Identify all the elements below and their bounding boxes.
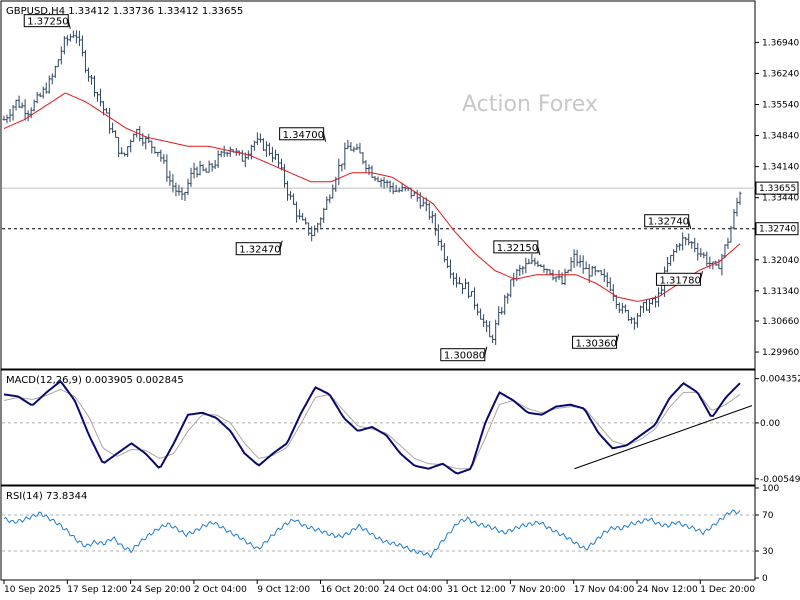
watermark: Action Forex — [462, 92, 598, 117]
price-chart-title: GBPUSD,H4 1.33412 1.33736 1.33412 1.3365… — [6, 6, 243, 17]
annotation-box — [493, 240, 539, 254]
macd-panel-frame — [0, 369, 756, 486]
price-y-tick-label: 1.31340 — [762, 287, 799, 297]
x-tick-label: 16 Oct 20:00 — [321, 585, 380, 595]
price-y-tick-label: 1.34140 — [762, 163, 799, 173]
annotation-box — [440, 348, 486, 362]
macd-y-tick-label: -0.005494 — [760, 475, 800, 485]
x-axis: 10 Sep 2025 17 Sep 12:00 24 Sep 20:00 2 Oct… — [3, 580, 755, 595]
annotation-label: 1.37250 — [27, 17, 68, 28]
macd-trendline — [574, 405, 753, 470]
annotation-box — [23, 14, 69, 28]
macd-signal-line — [3, 388, 741, 470]
annotation-label: 1.32150 — [497, 243, 538, 254]
level-box — [755, 222, 799, 236]
annotation-label: 1.32740 — [648, 217, 689, 228]
price-y-tick-label: 1.30660 — [762, 317, 799, 327]
annotation-box — [572, 335, 618, 349]
x-tick-label: 9 Oct 12:00 — [257, 585, 310, 595]
annotation-label: 1.30080 — [444, 351, 485, 362]
price-y-tick-label: 1.29960 — [762, 348, 799, 358]
x-tick-label: 17 Sep 12:00 — [67, 585, 127, 595]
x-tick-label: 24 Nov 12:00 — [637, 585, 698, 595]
macd-y-tick-label: 0.00 — [760, 419, 780, 429]
rsi-y-tick-label: 0 — [762, 574, 768, 584]
annotation-label: 1.32470 — [239, 245, 280, 256]
annotation-label: 1.34700 — [283, 130, 324, 141]
price-panel-frame — [0, 0, 756, 370]
annotation-box — [655, 272, 701, 286]
x-tick-label: 17 Nov 04:00 — [574, 585, 635, 595]
rsi-chart-title: RSI(14) 73.8344 — [6, 491, 87, 502]
x-tick-label: 31 Oct 12:00 — [447, 585, 506, 595]
price-y-tick-label: 1.35540 — [762, 101, 799, 111]
macd-line — [3, 379, 741, 475]
annotation-label: 1.30360 — [576, 338, 617, 349]
rsi-y-tick-label: 70 — [762, 511, 774, 521]
macd-layer: 0.004352 0.00 -0.005494 — [2, 375, 800, 485]
price-y-tick-label: 1.33440 — [762, 194, 799, 204]
x-tick-label: 7 Nov 20:00 — [510, 585, 565, 595]
x-tick-label: 24 Sep 20:00 — [131, 585, 191, 595]
annotation-box — [235, 242, 281, 256]
annotation-box — [644, 214, 690, 228]
macd-chart-title: MACD(12,26,9) 0.003905 0.002845 — [6, 375, 184, 386]
price-y-tick-label: 1.32040 — [762, 256, 799, 266]
price-y-tick-label: 1.36940 — [762, 38, 799, 48]
rsi-y-tick-label: 30 — [762, 547, 774, 557]
x-tick-label: 10 Sep 2025 — [4, 585, 61, 595]
rsi-layer: 100 70 30 0 — [2, 484, 779, 584]
rsi-line — [3, 509, 741, 559]
macd-y-tick-label: 0.004352 — [760, 375, 800, 385]
current-price-label: 1.33655 — [759, 184, 796, 194]
price-y-tick-label: 1.36240 — [762, 69, 799, 79]
annotation-box — [279, 127, 325, 141]
current-price-box — [755, 181, 799, 195]
x-tick-label: 2 Oct 04:00 — [194, 585, 247, 595]
x-tick-label: 1 Dec 20:00 — [700, 585, 755, 595]
rsi-y-tick-label: 100 — [762, 484, 779, 494]
price-y-tick-label: 1.34840 — [762, 132, 799, 142]
rsi-panel-frame — [0, 485, 756, 581]
moving-average-line — [3, 92, 741, 302]
level-label: 1.32740 — [759, 225, 796, 235]
x-tick-label: 24 Oct 04:00 — [384, 585, 443, 595]
price-layer: 1.36940 1.36240 1.35540 1.34840 1.34140 1.334… — [2, 14, 799, 362]
annotation-label: 1.31780 — [659, 275, 700, 286]
